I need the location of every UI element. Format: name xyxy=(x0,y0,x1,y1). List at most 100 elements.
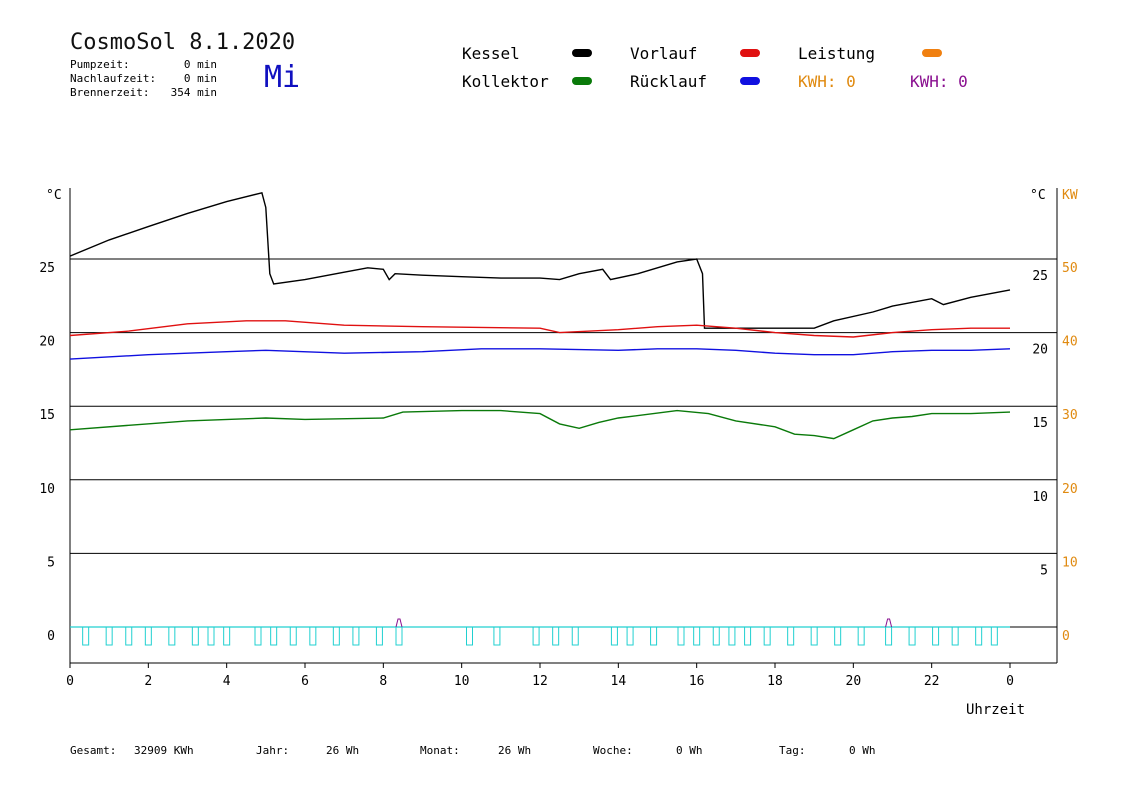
x-tick-label: 4 xyxy=(223,674,231,689)
legend-vorlauf-label: Vorlauf xyxy=(630,44,698,63)
pump-pulse xyxy=(763,626,771,646)
chart-axes xyxy=(69,188,1058,664)
chart-title: CosmoSol 8.1.2020 xyxy=(70,30,296,55)
pump-pulse xyxy=(532,626,540,646)
pump-pulse xyxy=(932,626,940,646)
pump-pulse xyxy=(810,626,818,646)
y-tick-label-right-power: 30 xyxy=(1062,408,1078,423)
pump-pulse xyxy=(571,626,579,646)
nachlaufzeit-label: Nachlaufzeit: xyxy=(70,72,157,85)
brennerzeit-value: 354 min xyxy=(170,86,217,99)
pump-pulse xyxy=(309,626,317,646)
legend-ruecklauf-swatch xyxy=(740,77,760,85)
legend-ruecklauf-label: Rücklauf xyxy=(630,72,708,91)
pump-pulse xyxy=(610,626,618,646)
y-tick-label-left: 5 xyxy=(47,555,55,570)
pump-pulses xyxy=(70,618,1010,646)
pump-pulse xyxy=(82,626,90,646)
power-spike xyxy=(885,618,893,628)
pump-pulse xyxy=(885,626,893,646)
series-line-vorlauf xyxy=(69,320,1010,338)
pumpzeit-value: 0 min xyxy=(183,58,217,71)
y-tick-label-right-temp: 15 xyxy=(1032,416,1048,431)
legend-kollektor-label: Kollektor xyxy=(462,72,549,91)
x-tick-label: 0 xyxy=(66,674,74,689)
pump-pulse xyxy=(552,626,560,646)
y-tick-label-right-temp: 20 xyxy=(1032,343,1048,358)
weekday-label: Mi xyxy=(264,60,301,95)
legend-kessel-swatch xyxy=(572,49,592,57)
pump-pulse xyxy=(191,626,199,646)
pump-pulse xyxy=(650,626,658,646)
pump-pulse xyxy=(728,626,736,646)
pump-pulse xyxy=(677,626,685,646)
pump-pulse xyxy=(105,626,113,646)
chart-grid xyxy=(70,258,1057,628)
y-axis-unit-right-temp: °C xyxy=(1030,188,1046,203)
pump-pulse xyxy=(270,626,278,646)
pump-pulse xyxy=(125,626,133,646)
legend-kessel-label: Kessel xyxy=(462,44,520,63)
legend-leistung-swatch xyxy=(922,49,942,57)
y-axis-unit-left: °C xyxy=(46,188,62,203)
pump-pulse xyxy=(787,626,795,646)
series-line-kessel xyxy=(69,191,1011,329)
y-tick-label-left: 25 xyxy=(39,261,55,276)
y-tick-label-left: 15 xyxy=(39,408,55,423)
footer-tag-label: Tag: xyxy=(779,744,806,757)
y-tick-label-left: 20 xyxy=(39,335,55,350)
y-tick-label-left: 10 xyxy=(39,482,55,497)
series-line-kollektor xyxy=(69,409,1011,440)
footer-tag-value: 0 Wh xyxy=(849,744,876,757)
chart-ticks: 0 2 4 6 8 10 12 14 16 18 20 22 0 0 5 10 15 20 25 5 10 15 20 25 0… xyxy=(39,261,1077,689)
x-tick-label: 14 xyxy=(611,674,627,689)
footer-monat-value: 26 Wh xyxy=(498,744,532,757)
pump-pulse xyxy=(144,626,152,646)
pump-pulse xyxy=(207,626,215,646)
pump-pulse xyxy=(375,626,383,646)
x-tick-label: 6 xyxy=(301,674,309,689)
brennerzeit-label: Brennerzeit: xyxy=(70,86,150,99)
y-tick-label-left: 0 xyxy=(47,629,55,644)
pump-pulse xyxy=(693,626,701,646)
pumpzeit-label: Pumpzeit: xyxy=(70,58,130,71)
x-tick-label: 22 xyxy=(924,674,940,689)
pump-pulse xyxy=(289,626,297,646)
x-tick-label: 12 xyxy=(532,674,548,689)
x-tick-label: 2 xyxy=(144,674,152,689)
x-tick-label: 20 xyxy=(846,674,862,689)
legend-leistung-label: Leistung xyxy=(798,44,876,63)
pump-pulse xyxy=(712,626,720,646)
footer-monat-label: Monat: xyxy=(420,744,460,757)
y-tick-label-right-temp: 10 xyxy=(1032,490,1048,505)
y-tick-label-right-power: 40 xyxy=(1062,335,1078,350)
legend-vorlauf-swatch xyxy=(740,49,760,57)
pump-pulse xyxy=(466,626,473,646)
pump-pulse xyxy=(395,626,403,646)
pump-pulse xyxy=(990,626,998,646)
pump-pulse xyxy=(493,626,501,646)
x-tick-label: 0 xyxy=(1006,674,1014,689)
y-tick-label-right-power: 0 xyxy=(1062,629,1070,644)
y-tick-label-right-power: 10 xyxy=(1062,555,1078,570)
legend-kwh-purple: KWH: 0 xyxy=(910,72,968,91)
legend-kwh-orange: KWH: 0 xyxy=(798,72,856,91)
x-tick-label: 16 xyxy=(689,674,705,689)
pump-pulse xyxy=(626,626,634,646)
y-tick-label-right-power: 20 xyxy=(1062,482,1078,497)
x-tick-label: 8 xyxy=(379,674,387,689)
pump-pulse xyxy=(834,626,842,646)
pump-pulse xyxy=(908,626,916,646)
footer-woche-value: 0 Wh xyxy=(676,744,703,757)
y-tick-label-right-temp: 5 xyxy=(1040,563,1048,578)
pump-pulse xyxy=(352,626,360,646)
power-spike xyxy=(395,618,403,628)
x-tick-label: 10 xyxy=(454,674,470,689)
legend-kollektor-swatch xyxy=(572,77,592,85)
pump-pulse xyxy=(254,626,262,646)
y-axis-unit-right-power: KW xyxy=(1062,188,1078,203)
pump-pulse xyxy=(951,626,959,646)
footer-woche-label: Woche: xyxy=(593,744,633,757)
y-tick-label-right-power: 50 xyxy=(1062,261,1078,276)
